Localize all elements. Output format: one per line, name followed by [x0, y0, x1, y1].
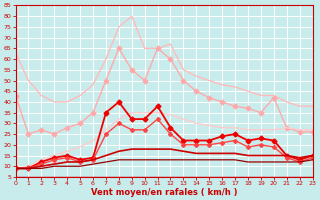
X-axis label: Vent moyen/en rafales ( km/h ): Vent moyen/en rafales ( km/h ) — [91, 188, 237, 197]
